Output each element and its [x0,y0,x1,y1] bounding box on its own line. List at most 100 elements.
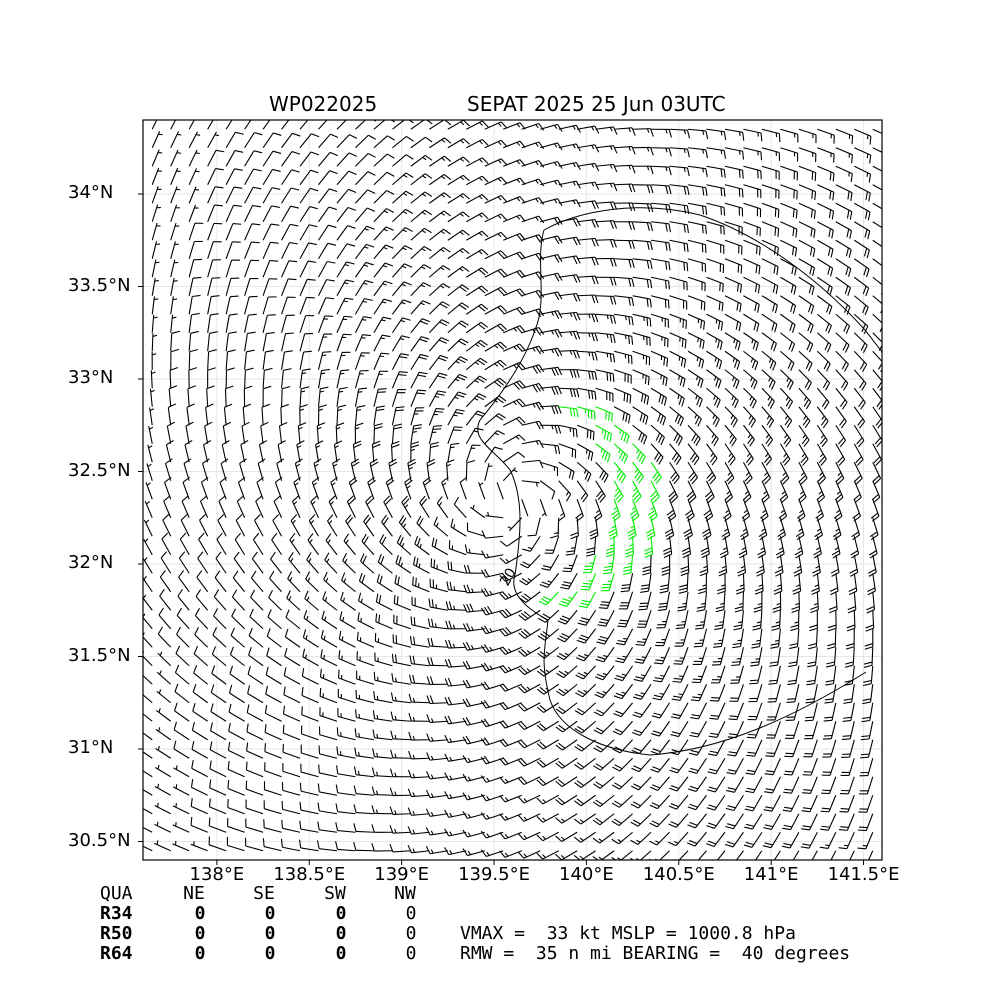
wind-barb [716,850,726,860]
wind-barb [245,799,264,815]
wind-barb-staff [260,425,264,444]
wind-barb-feather [775,550,784,556]
wind-barb-feather [757,550,766,556]
wind-barb [841,721,855,740]
wind-barb [816,424,828,448]
wind-barb [337,708,356,722]
wind-barb-feather [456,394,465,398]
wind-barb-half-feather [738,602,744,606]
wind-barb-staff [170,333,173,352]
wind-barb-feather [805,701,814,704]
wind-barb-half-feather [399,338,405,341]
wind-barb-feather [586,429,589,438]
wind-barb-feather [833,512,842,519]
wind-barb [465,375,488,389]
wind-barb-feather [762,496,770,504]
wind-barb-half-feather [139,802,140,806]
wind-barb-feather [231,589,238,598]
wind-barb-feather [855,478,863,485]
wind-barb-half-feather [376,752,379,758]
wind-barb-feather [840,420,847,429]
wind-barb-half-feather [420,284,426,288]
wind-barb-feather [857,829,867,832]
wind-barb [650,313,669,328]
wind-barb [761,387,775,409]
wind-barb-feather [633,696,642,700]
wind-barb-staff [830,850,837,860]
wind-barb-staff [158,614,172,630]
wind-barb [266,628,282,648]
wind-barb [729,684,744,702]
wind-barb-feather [194,608,201,616]
wind-barb [168,385,178,407]
wind-barb [678,573,689,594]
wind-barb-feather [407,826,412,835]
wind-barb-half-feather [153,298,159,301]
wind-barb-feather [381,334,391,338]
wind-barb-half-feather [467,795,471,800]
wind-barb-feather [754,590,764,595]
wind-barb-staff [244,370,246,389]
wind-barb-feather [266,647,270,656]
wind-barb [726,757,744,775]
wind-barb-feather [591,371,594,380]
wind-barb-feather [292,495,300,502]
wind-barb-feather [623,455,629,464]
wind-barb [174,683,190,704]
wind-barb [391,406,405,426]
wind-barb-feather [578,654,587,659]
wind-barb-half-feather [641,674,646,677]
wind-barb-feather [731,398,737,407]
wind-barb-feather [558,760,566,767]
wind-barb-staff [255,501,264,518]
wind-barb [484,430,505,445]
wind-barb-staff [485,535,504,539]
wind-barb-feather [206,385,215,390]
wind-barb-half-feather [452,624,456,629]
wind-barb [462,717,485,726]
wind-barb [248,646,264,667]
wind-barb-staff [453,503,467,519]
wind-barb-feather [358,387,368,390]
wind-barb-feather [499,758,506,766]
wind-barb-half-feather [701,602,706,605]
wind-barb-feather [374,422,383,427]
wind-barb-feather [598,638,607,642]
wind-barb [816,313,832,334]
wind-barb-half-feather [442,482,447,486]
wind-barb-feather [753,609,762,613]
wind-barb-feather [371,786,375,795]
wind-barb-staff [225,296,231,315]
wind-barb-feather [800,477,808,485]
wind-barb [503,343,526,353]
wind-barb-feather [513,383,520,390]
wind-barb-staff [250,596,264,611]
wind-barb-half-feather [331,482,336,486]
wind-barb-feather [332,458,341,464]
wind-barb-half-feather [345,539,349,544]
wind-barb [151,333,158,352]
wind-barb-half-feather [583,469,587,474]
wind-barb-feather [868,568,876,574]
wind-barb [517,776,541,786]
wind-barb-half-feather [712,414,716,419]
wind-barb-feather [840,808,850,810]
wind-barb-feather [226,367,235,371]
wind-barb-feather [555,762,563,769]
wind-barb-feather [483,718,490,727]
wind-barb-feather [805,401,812,410]
wind-barb [633,683,652,700]
wind-barb-feather [382,316,392,320]
wind-barb-feather [738,322,742,332]
wind-barb-feather [592,819,601,826]
wind-barb-feather [807,661,816,665]
wind-barb [317,368,330,389]
wind-barb-half-feather [172,316,177,319]
wind-barb-feather [764,791,773,794]
wind-barb-half-feather [449,756,453,762]
wind-barb-feather [823,719,833,722]
wind-barb [281,385,291,407]
wind-barb [190,816,208,833]
wind-barb-feather [651,733,660,737]
wind-barb-feather [720,322,724,331]
